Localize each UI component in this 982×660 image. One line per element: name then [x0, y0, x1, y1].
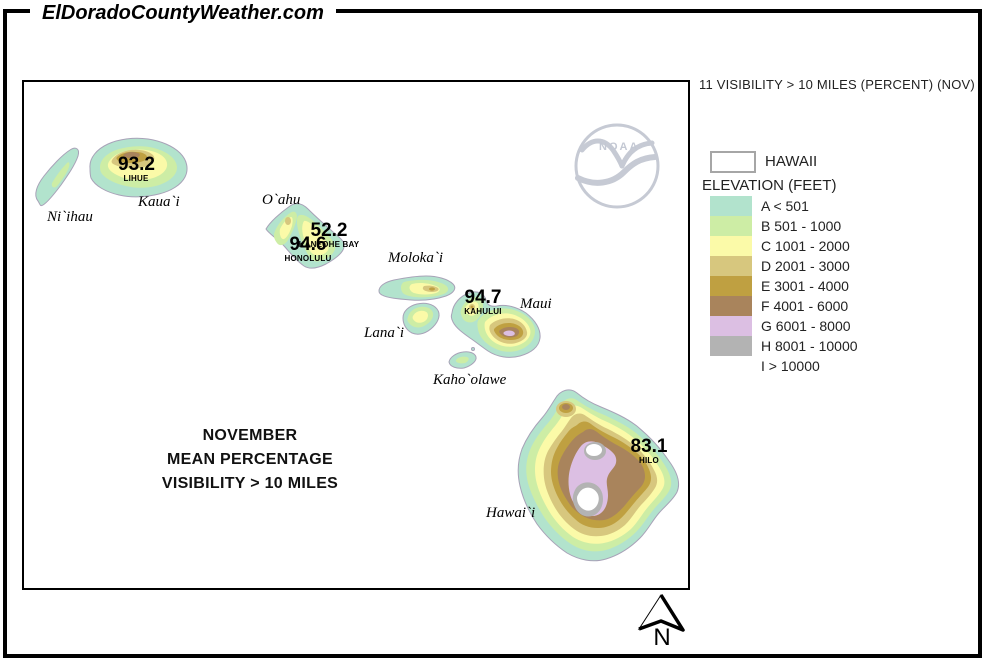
legend-title: 11 VISIBILITY > 10 MILES (PERCENT) (NOV)	[699, 77, 975, 92]
station-value: 52.2	[310, 220, 348, 241]
noaa-logo-text: NOAA	[599, 141, 640, 153]
legend-row: D 2001 - 3000	[710, 256, 858, 276]
island-label-lanai: Lana`i	[364, 325, 405, 341]
legend-row: A < 501	[710, 196, 858, 216]
hawaii-label: HAWAII	[765, 153, 818, 170]
station-value: 93.2	[118, 154, 155, 175]
island-label-maui: Maui	[520, 296, 552, 312]
legend-row: B 501 - 1000	[710, 216, 858, 236]
legend-label: C 1001 - 2000	[761, 238, 850, 254]
station-value: 83.1	[630, 436, 668, 457]
legend-label: I > 10000	[761, 358, 820, 374]
elevation-swatch-a	[710, 196, 752, 216]
island-label-oahu: O`ahu	[262, 192, 301, 208]
station-value: 94.7	[464, 287, 502, 308]
legend-label: G 6001 - 8000	[761, 318, 851, 334]
island-label-molokai: Moloka`i	[388, 250, 443, 266]
elevation-legend-title: ELEVATION (FEET)	[702, 177, 837, 194]
hawaii-swatch-box	[710, 151, 756, 173]
legend-label: E 3001 - 4000	[761, 278, 849, 294]
station-kaneohe-bay: 52.2 KANEOHE BAY	[298, 220, 360, 249]
legend-row: C 1001 - 2000	[710, 236, 858, 256]
station-name: HONOLULU	[284, 254, 332, 263]
legend-label: F 4001 - 6000	[761, 298, 849, 314]
legend-row: H 8001 - 10000	[710, 336, 858, 356]
elevation-swatch-d	[710, 256, 752, 276]
site-title: ElDoradoCountyWeather.com	[30, 0, 336, 26]
map-title-line: MEAN PERCENTAGE	[167, 451, 333, 468]
legend-row: F 4001 - 6000	[710, 296, 858, 316]
map-title-line: VISIBILITY > 10 MILES	[161, 475, 339, 492]
elevation-swatch-f	[710, 296, 752, 316]
elevation-swatch-b	[710, 216, 752, 236]
elevation-swatch-c	[710, 236, 752, 256]
legend-label: A < 501	[761, 198, 809, 214]
legend-label: D 2001 - 3000	[761, 258, 850, 274]
station-hilo: 83.1 HILO	[630, 436, 668, 465]
legend-label: B 501 - 1000	[761, 218, 842, 234]
island-label-hawaii: Hawai`i	[486, 505, 536, 521]
station-value: 94.6	[289, 234, 327, 255]
island-label-kauai: Kaua`i	[138, 194, 180, 210]
elevation-swatch-g	[710, 316, 752, 336]
legend-row: I > 10000	[710, 356, 858, 376]
station-name: KANEOHE BAY	[298, 240, 360, 249]
island-label-niihau: Ni`ihau	[47, 209, 93, 225]
page-border	[3, 9, 982, 658]
north-arrow-label: N	[653, 624, 671, 651]
station-honolulu: 94.6 HONOLULU	[283, 234, 333, 263]
station-name: KAHULUI	[464, 307, 502, 316]
station-lihue: 93.2 LIHUE	[118, 154, 155, 183]
elevation-legend: A < 501 B 501 - 1000 C 1001 - 2000 D 200…	[710, 196, 858, 376]
elevation-swatch-e	[710, 276, 752, 296]
elevation-swatch-i	[710, 356, 752, 376]
legend-row: E 3001 - 4000	[710, 276, 858, 296]
map-title: NOVEMBER MEAN PERCENTAGE VISIBILITY > 10…	[118, 424, 382, 496]
elevation-swatch-h	[710, 336, 752, 356]
legend-row: G 6001 - 8000	[710, 316, 858, 336]
station-kahului: 94.7 KAHULUI	[462, 287, 504, 316]
island-label-kahoolawe: Kaho`olawe	[433, 372, 507, 388]
legend-label: H 8001 - 10000	[761, 338, 858, 354]
map-title-line: NOVEMBER	[202, 427, 298, 444]
station-name: LIHUE	[123, 174, 149, 183]
station-name: HILO	[639, 456, 659, 465]
